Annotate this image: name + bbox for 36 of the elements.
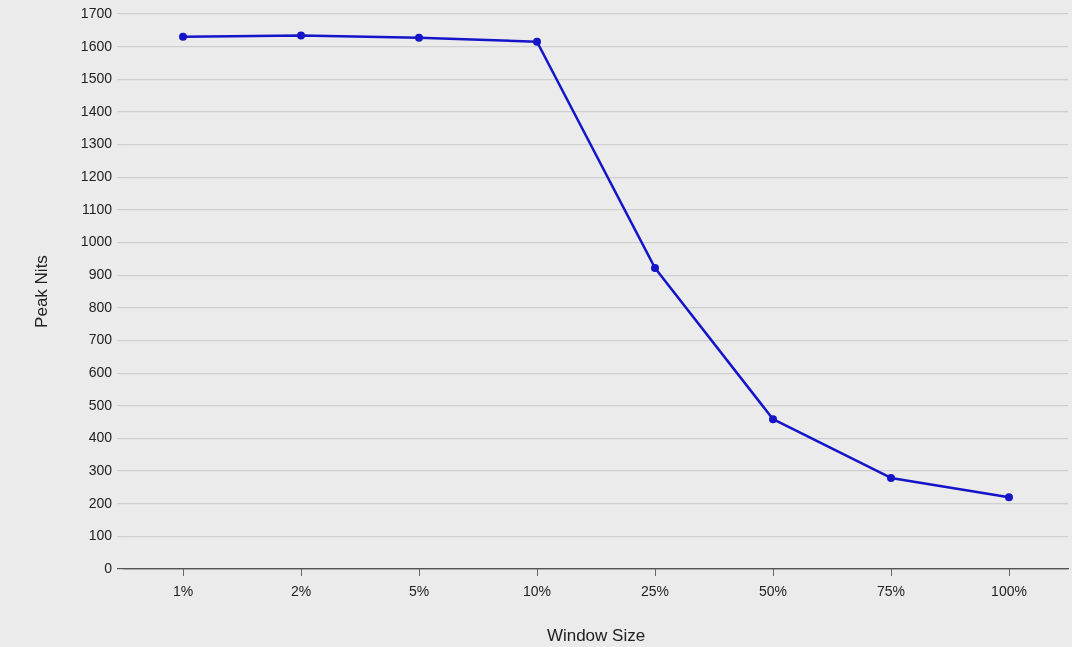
y-tick-label: 1400	[80, 102, 113, 119]
y-tick-label: 1000	[80, 233, 113, 250]
point	[415, 33, 423, 42]
point	[297, 31, 305, 40]
x-tick-label: 75%	[876, 583, 906, 600]
x-tick-label: 1%	[172, 583, 194, 600]
y-axis-title: Peak Nits	[31, 255, 51, 328]
y-tick-label: 1200	[80, 168, 113, 185]
y-tick-label: 0	[104, 559, 113, 576]
x-axis-title: Window Size	[546, 626, 646, 646]
x-tick-label: 100%	[991, 583, 1027, 600]
y-tick-label: 100	[88, 527, 113, 544]
y-tick-label: 700	[88, 331, 113, 348]
y-tick-label: 1100	[81, 200, 113, 217]
y-tick-label: 200	[88, 494, 113, 511]
x-tick-label: 2%	[290, 583, 312, 600]
y-tick-label: 500	[88, 396, 113, 413]
point	[651, 263, 659, 272]
x-tick-label: 5%	[408, 583, 430, 600]
point	[887, 473, 895, 482]
point	[533, 37, 541, 46]
y-tick-label: 1600	[80, 37, 113, 54]
point	[179, 32, 187, 41]
point	[1005, 493, 1013, 502]
y-tick-label: 600	[88, 363, 113, 380]
y-tick-label: 1700	[80, 4, 113, 21]
y-tick-label: 300	[88, 461, 113, 478]
x-tick-label: 10%	[522, 583, 552, 600]
point	[769, 415, 777, 424]
x-tick-label: 50%	[758, 583, 788, 600]
x-tick-label: 25%	[640, 583, 670, 600]
y-tick-label: 800	[88, 298, 113, 315]
y-tick-label: 900	[88, 266, 113, 283]
y-tick-label: 1300	[80, 135, 113, 152]
y-tick-label: 400	[88, 429, 113, 446]
y-tick-label: 1500	[80, 70, 113, 87]
